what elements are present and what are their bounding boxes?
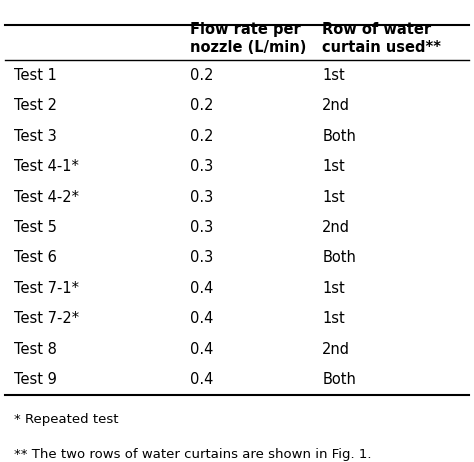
Text: 2nd: 2nd — [322, 98, 350, 113]
Text: 0.3: 0.3 — [190, 189, 213, 205]
Text: 0.3: 0.3 — [190, 220, 213, 235]
Text: Test 4-1*: Test 4-1* — [14, 159, 79, 174]
Text: Test 6: Test 6 — [14, 250, 57, 266]
Text: 0.2: 0.2 — [190, 98, 213, 113]
Text: ** The two rows of water curtains are shown in Fig. 1.: ** The two rows of water curtains are sh… — [14, 448, 372, 461]
Text: 0.4: 0.4 — [190, 311, 213, 326]
Text: * Repeated test: * Repeated test — [14, 413, 118, 426]
Text: 1st: 1st — [322, 159, 345, 174]
Text: 1st: 1st — [322, 281, 345, 296]
Text: Row of water
curtain used**: Row of water curtain used** — [322, 22, 441, 55]
Text: Both: Both — [322, 250, 356, 266]
Text: 2nd: 2nd — [322, 220, 350, 235]
Text: Test 8: Test 8 — [14, 342, 57, 357]
Text: 0.3: 0.3 — [190, 250, 213, 266]
Text: 1st: 1st — [322, 311, 345, 326]
Text: 0.2: 0.2 — [190, 129, 213, 144]
Text: Test 5: Test 5 — [14, 220, 57, 235]
Text: Test 4-2*: Test 4-2* — [14, 189, 79, 205]
Text: Both: Both — [322, 129, 356, 144]
Text: 0.4: 0.4 — [190, 281, 213, 296]
Text: Both: Both — [322, 372, 356, 387]
Text: Test 7-2*: Test 7-2* — [14, 311, 79, 326]
Text: Flow rate per
nozzle (L/min): Flow rate per nozzle (L/min) — [190, 22, 306, 55]
Text: 0.3: 0.3 — [190, 159, 213, 174]
Text: 1st: 1st — [322, 189, 345, 205]
Text: Test 2: Test 2 — [14, 98, 57, 113]
Text: 0.2: 0.2 — [190, 68, 213, 83]
Text: 2nd: 2nd — [322, 342, 350, 357]
Text: 0.4: 0.4 — [190, 342, 213, 357]
Text: Test 3: Test 3 — [14, 129, 57, 144]
Text: 1st: 1st — [322, 68, 345, 83]
Text: 0.4: 0.4 — [190, 372, 213, 387]
Text: Test 7-1*: Test 7-1* — [14, 281, 79, 296]
Text: Test 1: Test 1 — [14, 68, 57, 83]
Text: Test 9: Test 9 — [14, 372, 57, 387]
